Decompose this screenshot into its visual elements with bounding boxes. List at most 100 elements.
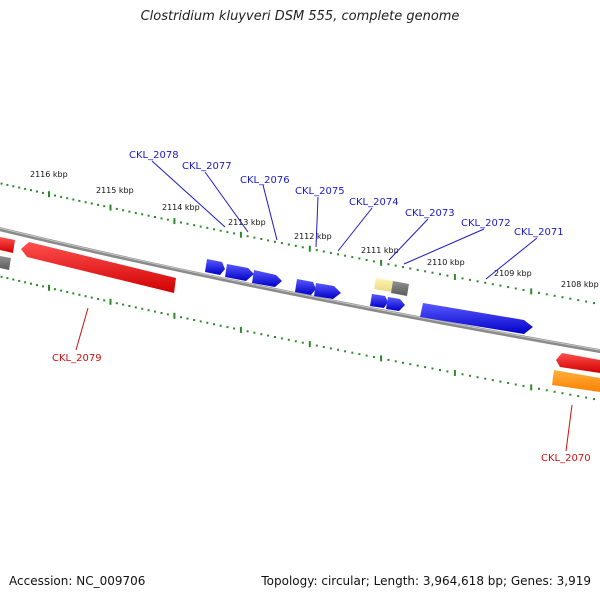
minor-tick (394, 264, 397, 267)
minor-tick (84, 295, 87, 298)
minor-tick (561, 296, 564, 299)
minor-tick (253, 331, 256, 334)
minor-tick (233, 327, 236, 330)
minor-tick (206, 321, 209, 324)
cds-feature[interactable] (252, 270, 282, 287)
minor-tick (329, 347, 332, 350)
minor-tick (199, 320, 202, 323)
minor-tick (90, 296, 93, 299)
minor-tick (24, 187, 27, 190)
minor-tick (103, 205, 106, 208)
minor-tick (431, 367, 434, 370)
minor-tick (593, 398, 595, 401)
cds-feature[interactable] (0, 237, 15, 253)
minor-tick (577, 395, 580, 398)
minor-tick (372, 356, 375, 358)
minor-tick (72, 198, 75, 201)
minor-tick (387, 358, 390, 361)
minor-tick (365, 259, 368, 261)
minor-tick (24, 281, 27, 284)
tick-label: 2109 kbp (494, 269, 532, 278)
minor-tick (180, 316, 182, 319)
minor-tick (134, 306, 137, 309)
minor-tick (226, 231, 229, 234)
minor-tick (0, 275, 3, 278)
minor-tick (322, 346, 325, 348)
minor-tick (42, 191, 44, 194)
minor-tick (484, 281, 487, 284)
minor-tick (78, 293, 81, 296)
tick-label: 2110 kbp (427, 258, 465, 267)
minor-tick (219, 324, 222, 327)
minor-tick (287, 243, 290, 246)
tick-labels: 2116 kbp 2115 kbp 2114 kbp 2113 kbp 2112… (30, 170, 599, 289)
minor-tick (538, 387, 540, 390)
minor-tick (351, 256, 354, 259)
minor-tick (60, 195, 63, 198)
minor-tick (193, 319, 196, 321)
backbone-highlight (0, 227, 600, 351)
cds-feature[interactable] (295, 279, 316, 295)
cds-feature[interactable] (420, 303, 533, 334)
minor-tick (90, 202, 93, 205)
minor-tick (409, 267, 412, 270)
minor-tick (72, 292, 75, 295)
minor-tick (18, 279, 21, 282)
minor-tick (147, 309, 150, 312)
leader-line (204, 171, 249, 233)
minor-tick (206, 226, 209, 229)
minor-tick (499, 380, 502, 383)
tick-label: 2111 kbp (361, 246, 399, 255)
minor-tick (193, 224, 196, 227)
minor-tick (337, 253, 339, 256)
tick-label: 2113 kbp (228, 218, 266, 227)
gene-label: CKL_2074 (349, 197, 399, 208)
minor-tick (180, 221, 182, 224)
tick-label: 2116 kbp (30, 170, 68, 179)
pseudo-feature[interactable] (374, 278, 393, 292)
cds-feature[interactable] (370, 294, 388, 308)
minor-tick (12, 185, 15, 188)
rna-feature[interactable] (552, 370, 600, 392)
minor-tick (154, 310, 156, 313)
gene-label: CKL_2077 (182, 161, 232, 172)
gene-label: CKL_2079 (52, 353, 102, 364)
cds-feature[interactable] (386, 297, 405, 311)
tick-label: 2112 kbp (294, 232, 332, 241)
minor-tick (294, 340, 297, 343)
minor-tick (103, 299, 106, 302)
minor-tick (491, 379, 494, 382)
minor-tick (545, 389, 548, 392)
cds-feature[interactable] (225, 264, 254, 281)
minor-tick (274, 336, 276, 338)
minor-tick (439, 369, 441, 371)
minor-tick (538, 291, 540, 294)
cds-feature[interactable] (314, 283, 341, 299)
minor-tick (553, 294, 556, 297)
minor-tick (233, 232, 236, 235)
other-feature[interactable] (0, 256, 11, 270)
minor-tick (431, 271, 434, 274)
cds-feature[interactable] (556, 353, 600, 373)
minor-tick (461, 373, 464, 376)
minor-tick (36, 284, 38, 287)
minor-tick (372, 260, 375, 263)
minor-tick (402, 361, 404, 364)
minor-tick (147, 214, 150, 217)
leader-line (403, 228, 485, 265)
minor-tick (219, 229, 222, 232)
cds-feature[interactable] (205, 259, 225, 275)
minor-tick (246, 235, 249, 238)
minor-tick (280, 242, 283, 245)
minor-tick (439, 273, 441, 276)
cds-feature[interactable] (21, 242, 176, 293)
minor-tick (315, 344, 318, 347)
minor-tick (97, 203, 99, 206)
leader-line (315, 196, 319, 248)
minor-tick (446, 274, 449, 277)
minor-tick (12, 278, 15, 281)
other-feature[interactable] (391, 281, 409, 296)
minor-tick (160, 217, 163, 220)
outer-tick-ring (0, 182, 595, 305)
